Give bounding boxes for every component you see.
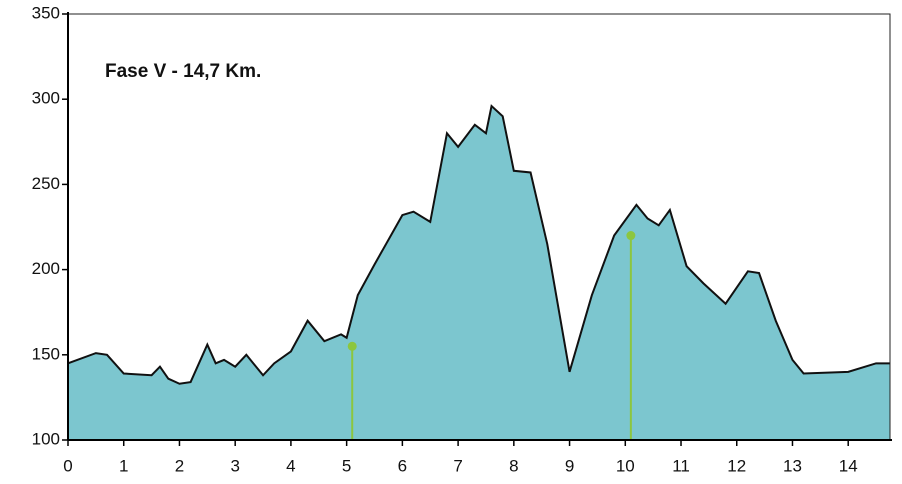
marker-point [347, 341, 357, 351]
x-tick-label: 6 [398, 456, 407, 475]
y-tick-label: 150 [32, 344, 60, 363]
x-tick-label: 0 [63, 456, 72, 475]
x-tick-label: 2 [175, 456, 184, 475]
x-tick-label: 4 [286, 456, 295, 475]
x-tick-label: 7 [453, 456, 462, 475]
annotation: Fase V - 14,7 Km. [105, 61, 261, 82]
x-tick-label: 11 [672, 456, 690, 475]
x-tick-label: 1 [119, 456, 128, 475]
y-tick-label: 100 [32, 429, 60, 448]
x-tick-label: 3 [230, 456, 239, 475]
x-tick-label: 12 [727, 456, 746, 475]
marker-point [626, 231, 636, 241]
y-tick-label: 350 [32, 3, 60, 22]
x-tick-label: 9 [565, 456, 574, 475]
x-tick-label: 13 [783, 456, 802, 475]
y-tick-label: 300 [32, 89, 60, 108]
x-tick-label: 8 [509, 456, 518, 475]
y-tick-label: 250 [32, 174, 60, 193]
y-tick-label: 200 [32, 259, 60, 278]
profile-line [67, 104, 890, 385]
x-tick-label: 14 [839, 456, 858, 475]
x-tick-label: 10 [616, 456, 635, 475]
area [68, 106, 890, 441]
x-tick-label: 5 [342, 456, 351, 475]
